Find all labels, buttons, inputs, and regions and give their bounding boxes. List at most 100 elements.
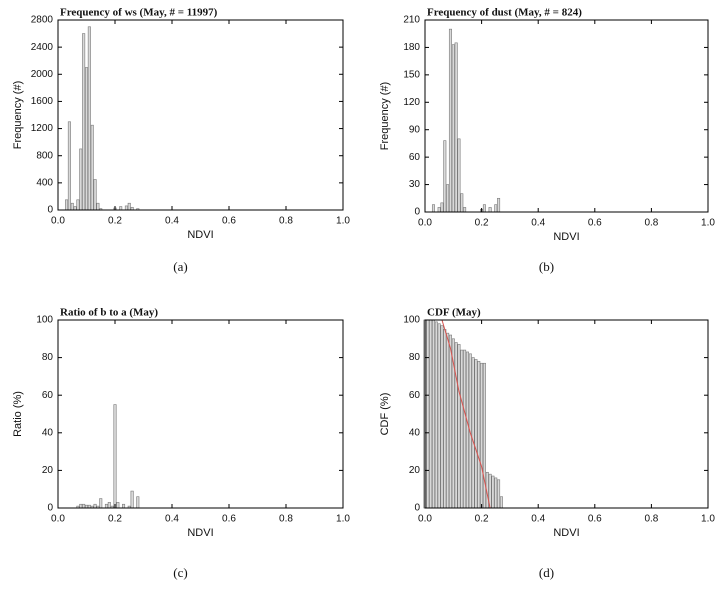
bar [116, 502, 120, 509]
bar [76, 199, 80, 211]
y-tick-label: 0 [414, 503, 420, 514]
y-tick-label: 150 [403, 69, 420, 80]
bar [93, 503, 97, 509]
bar [457, 138, 461, 213]
y-tick-label: 2400 [31, 42, 54, 53]
bar [431, 319, 435, 509]
panel-caption: (d) [539, 565, 554, 580]
y-tick-label: 40 [42, 427, 54, 438]
x-axis-label: NDVI [187, 229, 213, 241]
bar [497, 479, 501, 509]
panel-caption: (c) [173, 565, 187, 580]
y-axis-label: Frequency (#) [12, 81, 24, 149]
bar [79, 503, 83, 509]
bar [457, 344, 461, 509]
bar [491, 475, 495, 509]
bar [451, 44, 455, 213]
bar [70, 202, 74, 211]
y-tick-label: 1200 [31, 123, 54, 134]
x-tick-label: 0.6 [588, 218, 602, 229]
x-tick-label: 0.2 [475, 514, 489, 525]
y-tick-label: 20 [42, 465, 54, 476]
bar [96, 202, 100, 211]
chart-title: Frequency of ws (May, # = 11997) [60, 7, 218, 19]
bar [93, 179, 97, 211]
bar [480, 362, 484, 509]
bar [124, 205, 128, 211]
bar [446, 332, 450, 509]
x-tick-label: 0.0 [51, 216, 65, 227]
y-tick-label: 120 [403, 97, 420, 108]
x-tick-label: 0.4 [165, 514, 179, 525]
bar [429, 319, 433, 509]
bar [488, 207, 492, 213]
x-tick-label: 0.6 [222, 514, 236, 525]
bar [79, 148, 83, 211]
y-tick-label: 80 [42, 352, 54, 363]
y-tick-label: 0 [47, 503, 53, 514]
y-tick-label: 60 [42, 390, 54, 401]
y-axis-label: Frequency (#) [379, 82, 391, 150]
bar [440, 325, 444, 509]
bar [107, 502, 111, 509]
x-tick-label: 0.0 [418, 514, 432, 525]
chart-title: Ratio of b to a (May) [60, 307, 158, 319]
bar [440, 202, 444, 213]
bar [82, 33, 86, 211]
y-tick-label: 60 [409, 390, 421, 401]
plot-frame [424, 319, 709, 509]
x-tick-label: 0.6 [588, 514, 602, 525]
y-tick-label: 60 [409, 152, 421, 163]
bar [437, 323, 441, 509]
y-tick-label: 80 [409, 352, 421, 363]
plot-frame [57, 319, 344, 509]
y-tick-label: 1600 [31, 96, 54, 107]
y-tick-label: 90 [409, 124, 421, 135]
bar [90, 124, 94, 211]
y-tick-label: 0 [47, 205, 53, 216]
bar [465, 351, 469, 509]
bar [127, 202, 131, 211]
bar [73, 206, 77, 211]
bar [448, 334, 452, 509]
y-tick-label: 2800 [31, 15, 54, 26]
y-tick-label: 40 [409, 427, 421, 438]
bar [499, 496, 503, 509]
bar [497, 197, 501, 213]
bar [460, 349, 464, 509]
bar [437, 207, 441, 213]
chart-title: Frequency of dust (May, # = 824) [427, 7, 582, 19]
plot-frame [57, 19, 344, 211]
x-tick-label: 0.2 [108, 514, 122, 525]
bar [130, 490, 134, 509]
bar [122, 503, 126, 509]
bar [454, 42, 458, 213]
bar [87, 26, 91, 211]
x-tick-label: 0.8 [279, 216, 293, 227]
x-tick-label: 0.8 [644, 514, 658, 525]
x-tick-label: 0.6 [222, 216, 236, 227]
bar [463, 349, 467, 509]
bar [82, 503, 86, 509]
bar [446, 184, 450, 213]
bar [426, 319, 430, 509]
x-tick-label: 0.4 [531, 514, 545, 525]
bar [482, 204, 486, 213]
bar [460, 193, 464, 213]
bar [443, 329, 447, 509]
x-tick-label: 1.0 [336, 216, 350, 227]
bar [471, 357, 475, 509]
bar [474, 359, 478, 509]
x-tick-label: 0.8 [279, 514, 293, 525]
bar [84, 67, 89, 211]
bar [443, 140, 447, 213]
y-tick-label: 100 [403, 315, 420, 326]
x-tick-label: 1.0 [336, 514, 350, 525]
x-axis-label: NDVI [553, 231, 579, 243]
y-tick-label: 20 [409, 465, 421, 476]
x-axis-label: NDVI [553, 527, 579, 539]
x-tick-label: 1.0 [701, 514, 715, 525]
bar [67, 121, 71, 211]
x-tick-label: 0.0 [51, 514, 65, 525]
